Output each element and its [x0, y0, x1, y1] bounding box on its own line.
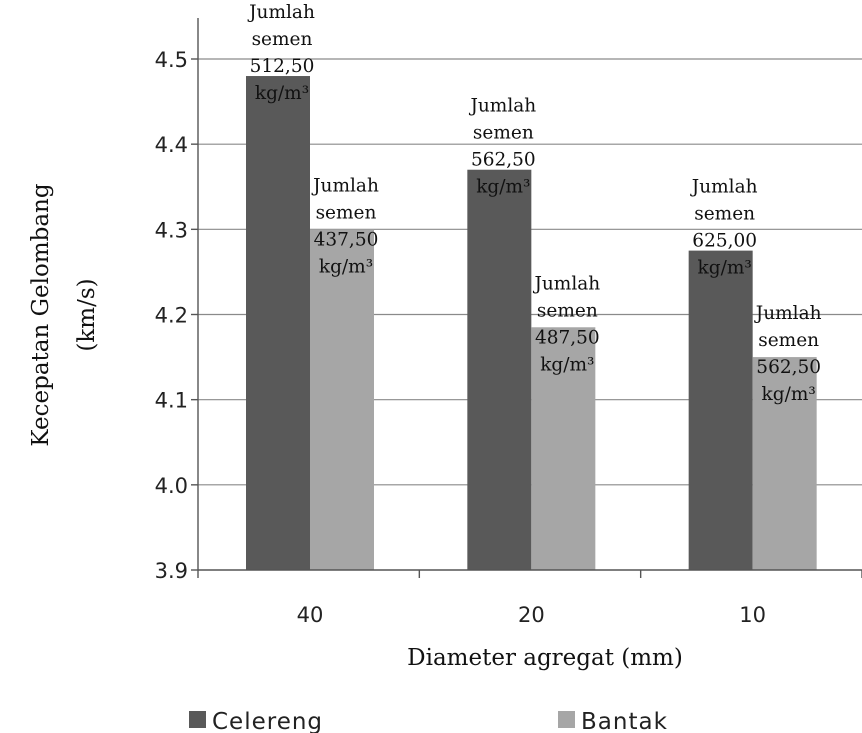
y-axis-title-line-2: (km/s) [74, 278, 100, 351]
data-label-celereng-20: kg/m³ [476, 177, 530, 198]
legend-label-celereng: Celereng [212, 709, 323, 733]
data-label-celereng-40: Jumlah [247, 2, 315, 23]
data-label-bantak-20: kg/m³ [540, 354, 594, 375]
bar-bantak-10 [752, 357, 817, 570]
legend: Celereng Bantak [189, 709, 668, 733]
y-axis-title-line-1: Kecepatan Gelombang [28, 183, 54, 446]
y-axis-title: Kecepatan Gelombang (km/s) [28, 183, 100, 446]
data-label-celereng-40: kg/m³ [255, 83, 309, 104]
bar-bantak-20 [531, 327, 596, 570]
data-label-celereng-20: 562,50 [471, 150, 536, 171]
bar-bantak-40 [310, 229, 374, 571]
bar-celereng-40 [246, 76, 310, 571]
y-tick-label: 4.5 [155, 48, 188, 72]
y-tick-label: 4.4 [155, 133, 188, 157]
data-label-bantak-20: Jumlah [532, 273, 600, 294]
y-tick-label: 4.3 [155, 218, 188, 242]
data-label-bantak-10: Jumlah [754, 303, 822, 324]
data-label-celereng-20: semen [473, 123, 534, 144]
data-label-bantak-40: semen [316, 202, 377, 223]
data-label-celereng-10: semen [694, 204, 755, 225]
x-axis-title: Diameter agregat (mm) [407, 645, 683, 671]
data-label-bantak-10: kg/m³ [762, 384, 816, 405]
bar-celereng-10 [688, 250, 753, 570]
data-label-bantak-10: 562,50 [756, 357, 821, 378]
axes [191, 18, 862, 578]
y-tick-label: 4.2 [155, 304, 188, 328]
data-label-celereng-10: kg/m³ [698, 258, 752, 279]
y-tick-label: 4.0 [155, 474, 188, 498]
data-label-bantak-20: semen [537, 300, 598, 321]
data-label-celereng-40: 512,50 [250, 56, 315, 77]
legend-label-bantak: Bantak [581, 709, 668, 733]
x-tick-label: 40 [297, 603, 324, 627]
y-tick-labels: 3.9 4.0 4.1 4.2 4.3 4.4 4.5 [155, 48, 188, 583]
data-label-bantak-20: 487,50 [535, 327, 600, 348]
data-label-celereng-40: semen [252, 29, 313, 50]
x-tick-label: 20 [518, 603, 545, 627]
data-labels: Jumlah semen 512,50 kg/m³ Jumlah semen 562,50 k… [247, 2, 821, 405]
legend-swatch-celereng [189, 711, 206, 728]
data-label-celereng-20: Jumlah [468, 96, 536, 117]
bar-celereng-20 [467, 169, 532, 570]
data-label-bantak-40: kg/m³ [319, 256, 373, 277]
x-tick-labels: 40 20 10 [297, 603, 766, 627]
data-label-celereng-10: 625,00 [692, 231, 757, 252]
x-tick-label: 10 [739, 603, 766, 627]
data-label-bantak-40: Jumlah [311, 175, 379, 196]
data-label-bantak-40: 437,50 [314, 229, 379, 250]
legend-swatch-bantak [558, 711, 575, 728]
data-label-celereng-10: Jumlah [690, 177, 758, 198]
y-tick-label: 3.9 [155, 559, 188, 583]
y-tick-label: 4.1 [155, 389, 188, 413]
data-label-bantak-10: semen [758, 330, 819, 351]
bars [246, 76, 817, 571]
